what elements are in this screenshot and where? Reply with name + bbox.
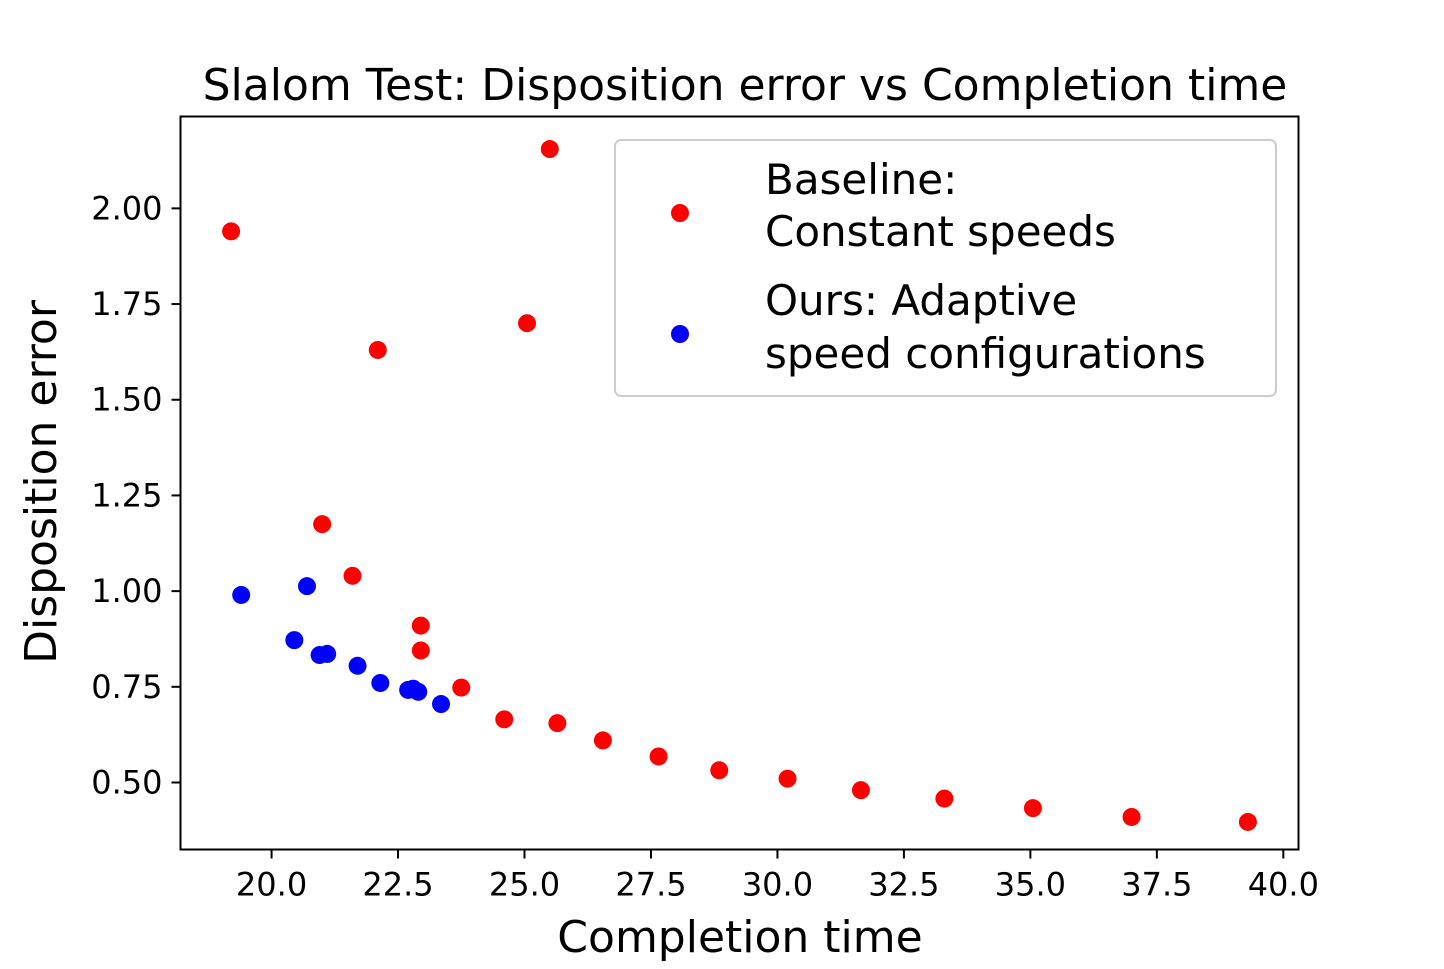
x-axis-ticks: 20.0 22.5 25.0 27.5 30.0 32.5 35.0 37.5 40.0 (236, 849, 1319, 904)
legend-label-baseline-line1: Baseline: (765, 155, 957, 204)
legend-marker-ours (671, 325, 689, 343)
data-point-series-1 (232, 585, 251, 604)
legend-label-ours-line1: Ours: Adaptive (765, 276, 1077, 325)
data-point-series-1 (348, 656, 367, 675)
data-point-series-1 (432, 695, 451, 714)
legend-label-baseline-line2: Constant speeds (765, 207, 1116, 256)
x-axis-label: Completion time (557, 912, 922, 963)
data-point-series-0 (1122, 807, 1141, 826)
y-tick-label: 1.00 (91, 572, 162, 610)
data-point-series-1 (285, 631, 304, 650)
data-point-series-0 (649, 747, 668, 766)
data-point-series-0 (343, 566, 362, 585)
x-tick-label: 35.0 (995, 866, 1066, 904)
y-tick-label: 2.00 (91, 189, 162, 227)
data-point-series-0 (518, 314, 537, 333)
data-point-series-1 (409, 682, 428, 701)
y-axis-label: Disposition error (16, 299, 67, 664)
data-point-series-0 (368, 340, 387, 359)
y-tick-label: 1.75 (91, 285, 162, 323)
x-tick-label: 30.0 (742, 866, 813, 904)
data-point-series-0 (710, 761, 729, 780)
data-point-series-0 (313, 515, 332, 534)
y-tick-label: 0.50 (91, 764, 162, 802)
y-axis-ticks: 0.50 0.75 1.00 1.25 1.50 1.75 2.00 (91, 189, 181, 802)
x-tick-label: 25.0 (489, 866, 560, 904)
data-points (222, 140, 1257, 831)
y-tick-label: 1.25 (91, 476, 162, 514)
x-tick-label: 40.0 (1248, 866, 1319, 904)
plot-area-frame (179, 115, 1300, 851)
legend-label-ours-line2: speed configurations (765, 329, 1206, 378)
data-point-series-0 (935, 789, 954, 808)
data-point-series-0 (1023, 799, 1042, 818)
legend: Baseline: Constant speeds Ours: Adaptive… (614, 139, 1277, 397)
data-point-series-0 (778, 769, 797, 788)
data-point-series-0 (851, 781, 870, 800)
data-point-series-0 (411, 616, 430, 635)
data-point-series-0 (222, 222, 241, 241)
data-point-series-0 (548, 714, 567, 733)
y-tick-label: 0.75 (91, 668, 162, 706)
legend-marker-baseline (671, 204, 689, 222)
data-point-series-0 (540, 140, 559, 159)
y-tick-label: 1.50 (91, 381, 162, 419)
data-point-series-0 (1238, 812, 1257, 831)
data-point-series-0 (593, 731, 612, 750)
chart-title: Slalom Test: Disposition error vs Comple… (203, 60, 1288, 111)
x-tick-label: 20.0 (236, 866, 307, 904)
data-point-series-0 (411, 641, 430, 660)
data-point-series-1 (318, 644, 337, 663)
data-point-series-1 (297, 577, 316, 596)
legend-box (614, 139, 1277, 397)
x-tick-label: 32.5 (868, 866, 939, 904)
data-point-series-1 (371, 673, 390, 692)
data-point-series-0 (452, 678, 471, 697)
x-tick-label: 27.5 (615, 866, 686, 904)
x-tick-label: 22.5 (362, 866, 433, 904)
data-point-series-0 (495, 710, 514, 729)
x-tick-label: 37.5 (1121, 866, 1192, 904)
